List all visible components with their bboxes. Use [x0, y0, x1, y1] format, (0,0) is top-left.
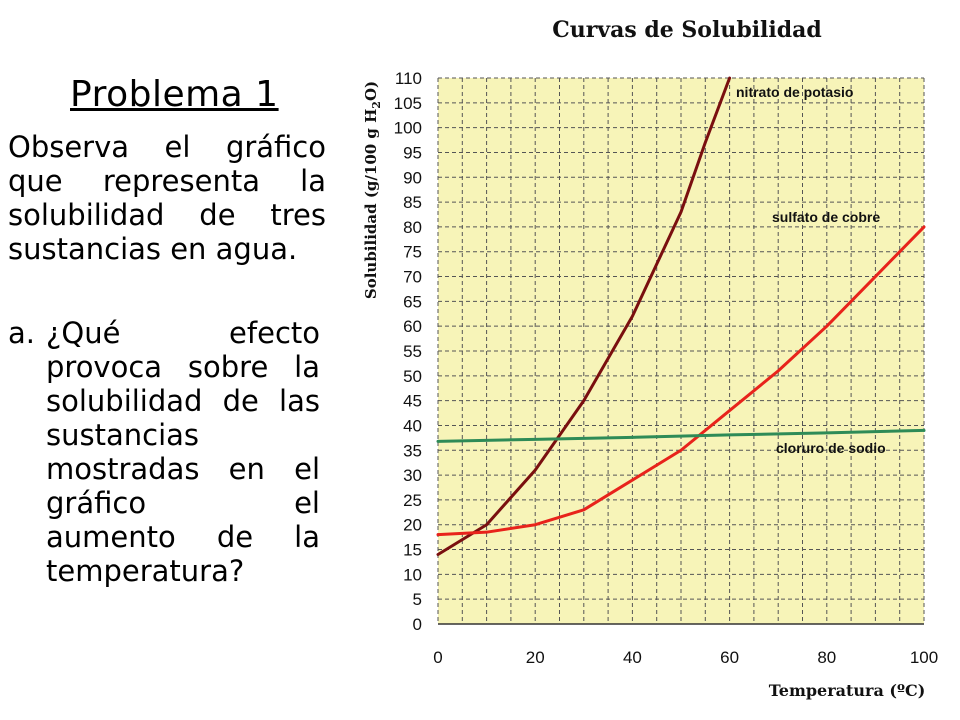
- y-tick-label: 65: [403, 292, 422, 311]
- x-tick-label: 20: [526, 648, 545, 667]
- y-axis-label-end: O): [362, 81, 380, 101]
- series-label: sulfato de cobre: [772, 209, 880, 225]
- y-tick-label: 60: [403, 317, 422, 336]
- y-tick-label: 80: [403, 218, 422, 237]
- y-axis-label-main: Solubilidad (g/100 g H: [362, 109, 380, 299]
- x-axis-label: Temperatura (ºC): [769, 681, 926, 700]
- y-axis-ticks: 0 5 10 15 20 25 30 35 40 45 50 55 60 65 70 75 80 85 90 95 10…: [394, 69, 422, 634]
- y-tick-label: 25: [403, 491, 422, 510]
- y-axis-label-sub: 2: [370, 101, 383, 109]
- x-tick-label: 0: [433, 648, 442, 667]
- y-tick-label: 0: [413, 615, 422, 634]
- y-tick-label: 45: [403, 392, 422, 411]
- series-label: cloruro de sodio: [776, 440, 886, 456]
- x-axis-ticks: 0 20 40 60 80 100: [433, 648, 938, 667]
- series-line-sulfato-de-cobre: [436, 225, 926, 537]
- y-tick-label: 30: [403, 466, 422, 485]
- series-label: nitrato de potasio: [736, 84, 853, 100]
- question: a. ¿Qué efecto provoca sobre la solubili…: [8, 316, 320, 588]
- y-tick-label: 75: [403, 243, 422, 262]
- y-tick-label: 20: [403, 516, 422, 535]
- y-tick-label: 110: [395, 69, 422, 88]
- intro-text: Observa el gráfico que representa la sol…: [8, 130, 326, 266]
- y-tick-label: 35: [403, 441, 422, 460]
- chart-title: Curvas de Solubilidad: [552, 17, 822, 43]
- y-tick-label: 55: [403, 342, 422, 361]
- y-tick-label: 90: [403, 168, 422, 187]
- series-line-cloruro-de-sodio: [436, 428, 926, 443]
- question-text: ¿Qué efecto provoca sobre la solubilidad…: [46, 316, 320, 588]
- x-tick-label: 100: [910, 648, 938, 667]
- y-tick-label: 85: [403, 193, 422, 212]
- question-marker: a.: [8, 316, 35, 350]
- plot-area: [437, 77, 925, 625]
- x-tick-label: 80: [817, 648, 836, 667]
- y-tick-label: 5: [413, 590, 422, 609]
- y-tick-label: 95: [403, 143, 422, 162]
- series-layer: [436, 76, 926, 557]
- y-tick-label: 50: [403, 367, 422, 386]
- solubility-chart: Curvas de Solubilidad 051015202530354045…: [362, 17, 938, 700]
- y-tick-label: 10: [403, 565, 422, 584]
- series-labels: nitrato de potasio sulfato de cobre clorur…: [736, 84, 886, 456]
- series-line-nitrato-de-potasio: [436, 76, 732, 557]
- x-tick-label: 60: [720, 648, 739, 667]
- x-tick-label: 40: [623, 648, 642, 667]
- y-tick-label: 105: [394, 94, 422, 113]
- y-tick-label: 100: [394, 119, 422, 138]
- y-tick-label: 40: [403, 416, 422, 435]
- problem-title: Problema 1: [70, 74, 279, 115]
- y-tick-label: 15: [403, 541, 422, 560]
- y-tick-label: 70: [403, 268, 422, 287]
- y-axis-label: Solubilidad (g/100 g H2O): [362, 81, 383, 299]
